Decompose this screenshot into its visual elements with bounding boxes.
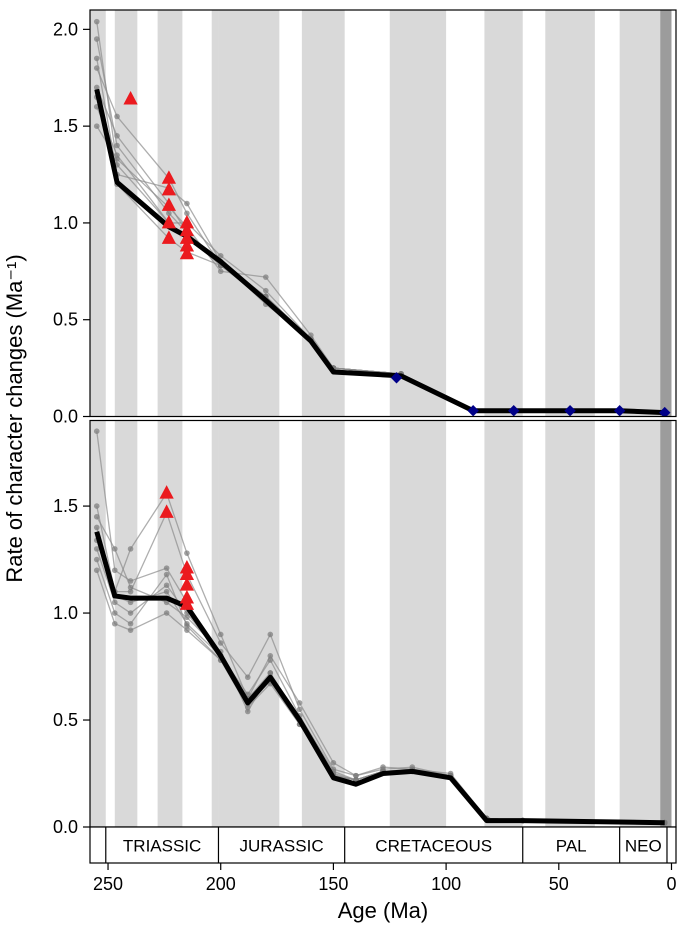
svg-text:1.5: 1.5 (53, 116, 78, 136)
svg-text:0.5: 0.5 (53, 710, 78, 730)
svg-text:0.5: 0.5 (53, 310, 78, 330)
svg-text:200: 200 (206, 874, 236, 894)
svg-text:Age (Ma): Age (Ma) (338, 898, 428, 923)
svg-text:0.0: 0.0 (53, 407, 78, 427)
svg-text:PAL: PAL (556, 836, 587, 855)
svg-text:JURASSIC: JURASSIC (240, 836, 324, 855)
svg-text:CRETACEOUS: CRETACEOUS (375, 836, 492, 855)
figure-container: 0.0 0.5 1.0 1.5 2.0 0.0 0.5 1.0 1.5 TRIASSIC JURAS… (0, 0, 694, 943)
svg-text:0.0: 0.0 (53, 817, 78, 837)
svg-text:TRIASSIC: TRIASSIC (123, 836, 201, 855)
svg-text:100: 100 (431, 874, 461, 894)
svg-text:1.5: 1.5 (53, 496, 78, 516)
svg-text:2.0: 2.0 (53, 19, 78, 39)
chart-svg: 0.0 0.5 1.0 1.5 2.0 0.0 0.5 1.0 1.5 TRIASSIC JURAS… (0, 0, 694, 943)
svg-text:1.0: 1.0 (53, 603, 78, 623)
svg-text:50: 50 (549, 874, 569, 894)
svg-text:Rate of character changes (Ma⁻: Rate of character changes (Ma⁻¹) (2, 254, 27, 582)
svg-text:250: 250 (93, 874, 123, 894)
svg-text:0: 0 (666, 874, 676, 894)
svg-text:150: 150 (318, 874, 348, 894)
svg-text:1.0: 1.0 (53, 213, 78, 233)
svg-text:NEO: NEO (625, 836, 662, 855)
